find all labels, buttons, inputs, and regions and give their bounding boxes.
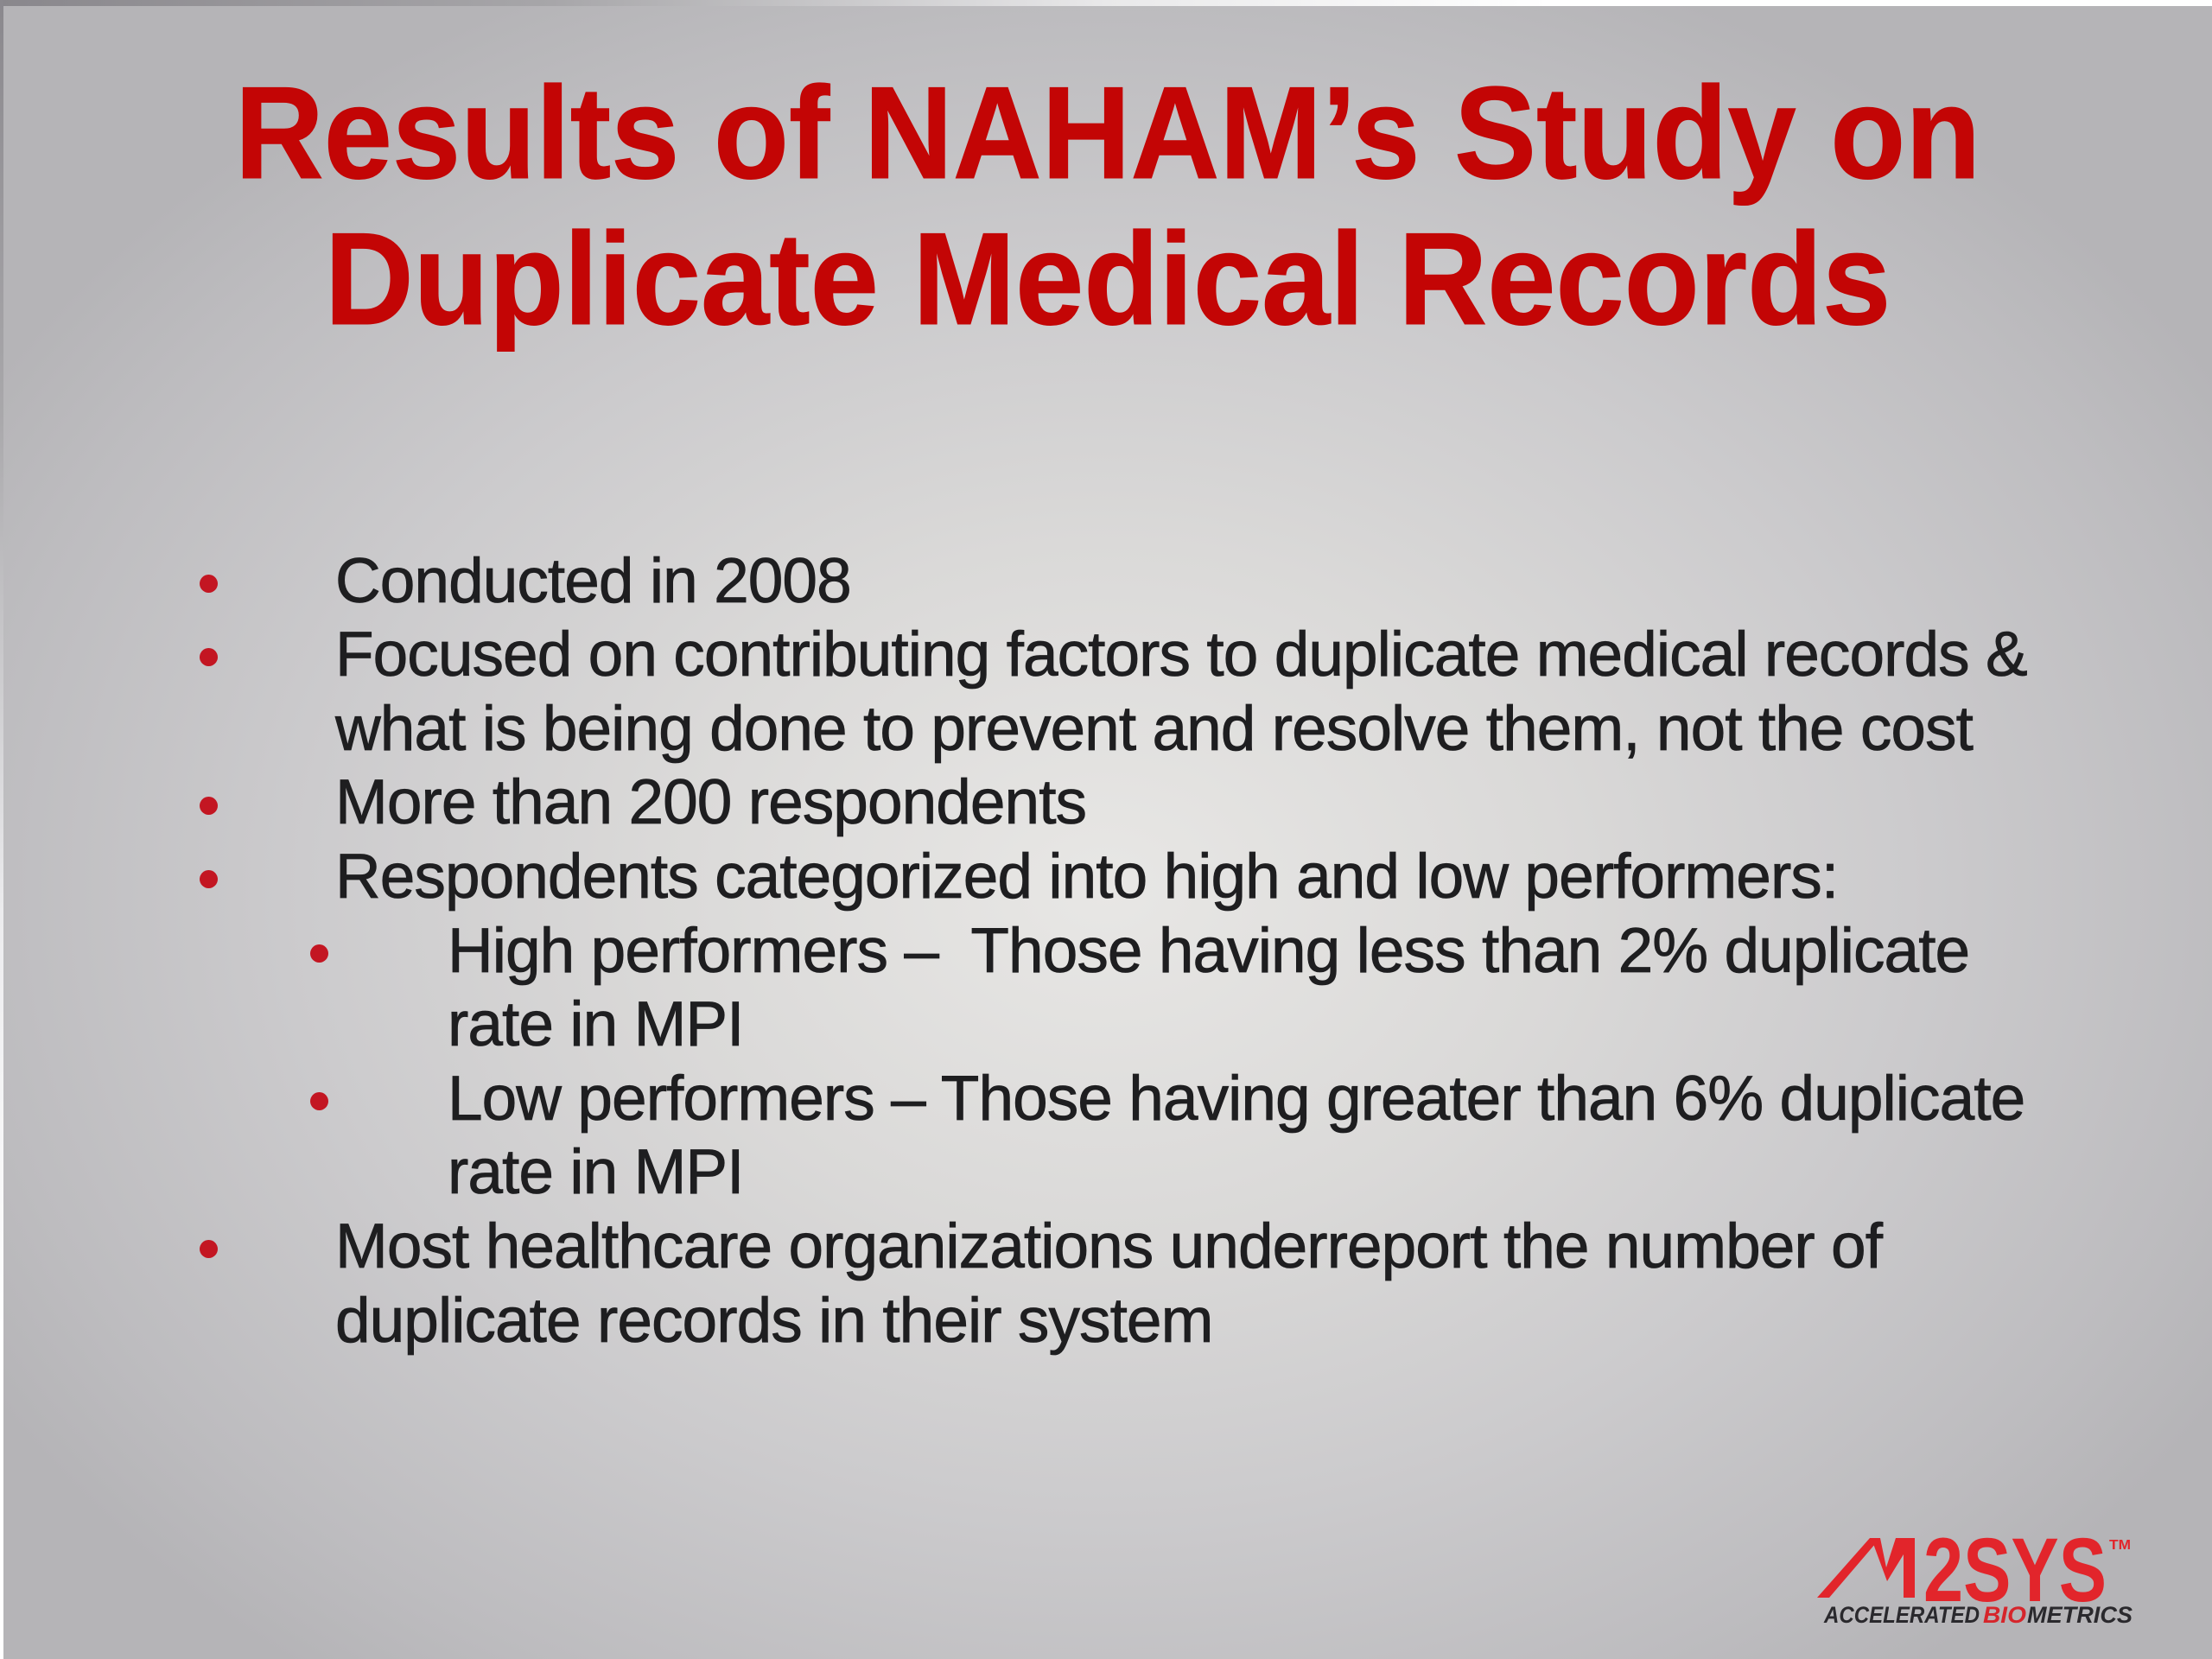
svg-text:METRICS: METRICS [2027, 1602, 2133, 1628]
svg-text:TM: TM [2109, 1538, 2131, 1553]
svg-text:2SYS: 2SYS [1923, 1521, 2107, 1621]
svg-text:ACCELERATED: ACCELERATED [1823, 1602, 1980, 1628]
svg-text:BIO: BIO [1983, 1602, 2026, 1628]
